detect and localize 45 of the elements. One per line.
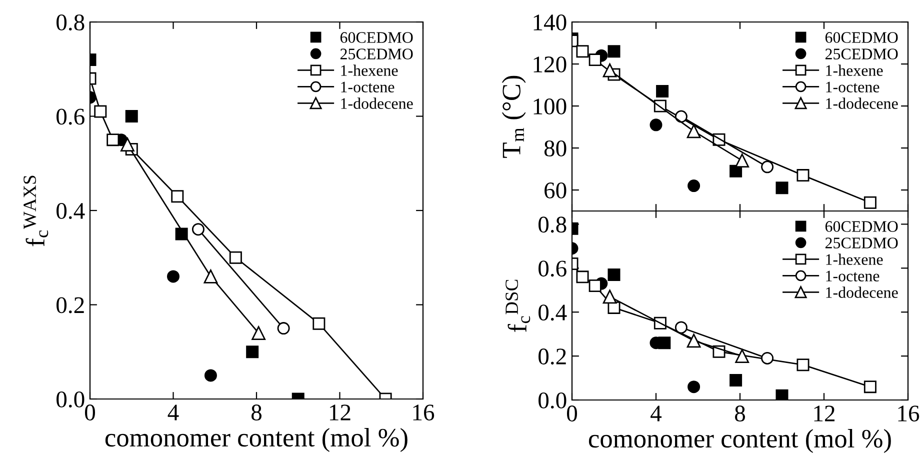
legend-label: 1-octene: [826, 270, 880, 282]
x-axis-title: comonomer content (mol %): [588, 429, 891, 453]
y-axis-title: T$_{m}$ (°C): [502, 76, 526, 158]
y-tick-label: 0.8: [56, 14, 84, 31]
y-tick-label: 80: [544, 140, 566, 156]
y-tick-label: 0.2: [56, 297, 84, 314]
y-tick-label: 0.0: [56, 391, 84, 408]
y-tick-label: 0.4: [56, 202, 85, 220]
x-tick-label: 16: [413, 404, 434, 420]
legend-label: 25CEDMO: [825, 48, 898, 60]
legend-label: 1-hexene: [826, 254, 883, 265]
legend-label: 1-octene: [341, 82, 394, 92]
legend-label: 25CEDMO: [340, 48, 413, 60]
y-tick-label: 120: [534, 56, 566, 72]
y-tick-label: 100: [534, 98, 566, 114]
legend-label: 60CEDMO: [825, 221, 898, 232]
y-tick-label: 0.6: [538, 260, 566, 277]
y-axis-title: f$_{c}$$^{DSC}$: [506, 280, 530, 332]
x-tick-label: 12: [814, 406, 835, 422]
x-tick-label: 0: [566, 406, 578, 422]
y-tick-label: 0.0: [538, 392, 566, 409]
y-tick-label: 0.6: [56, 108, 84, 125]
x-tick-label: 4: [650, 406, 662, 422]
legend-label: 1-dodecene: [341, 98, 413, 109]
legend-label: 60CEDMO: [340, 32, 413, 43]
x-axis-title: comonomer content (mol %): [105, 428, 408, 452]
legend-label: 60CEDMO: [825, 32, 898, 43]
x-tick-label: 16: [898, 406, 920, 422]
legend-label: 25CEDMO: [825, 238, 898, 248]
y-axis-title: f$_{c}$$^{WAXS}$: [24, 176, 48, 246]
legend-label: 1-octene: [826, 82, 880, 92]
x-tick-label: 12: [330, 404, 350, 420]
legend-label: 1-dodecene: [826, 98, 898, 109]
legend-label: 1-dodecene: [826, 286, 898, 298]
x-tick-label: 8: [251, 404, 262, 420]
legend-label: 1-hexene: [341, 64, 398, 76]
x-tick-label: 8: [734, 406, 746, 422]
x-tick-label: 0: [84, 404, 96, 420]
x-tick-label: 4: [168, 404, 179, 420]
y-tick-label: 0.4: [538, 304, 567, 321]
y-tick-label: 0.2: [538, 348, 566, 365]
y-tick-label: 140: [534, 14, 566, 30]
y-tick-label: 60: [544, 182, 566, 198]
y-tick-label: 0.8: [538, 216, 566, 233]
legend-label: 1-hexene: [826, 64, 883, 76]
